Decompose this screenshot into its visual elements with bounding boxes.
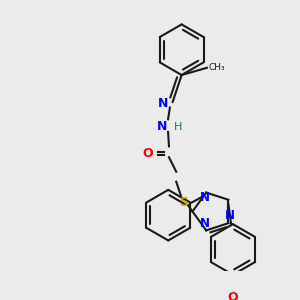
Text: N: N: [158, 98, 169, 110]
Text: N: N: [200, 191, 209, 205]
Text: N: N: [225, 209, 235, 222]
Text: H: H: [173, 122, 182, 131]
Text: O: O: [142, 147, 153, 160]
Text: N: N: [200, 217, 209, 230]
Text: O: O: [228, 291, 238, 300]
Text: N: N: [157, 120, 167, 133]
Text: S: S: [179, 196, 188, 209]
Text: CH₃: CH₃: [209, 63, 225, 72]
